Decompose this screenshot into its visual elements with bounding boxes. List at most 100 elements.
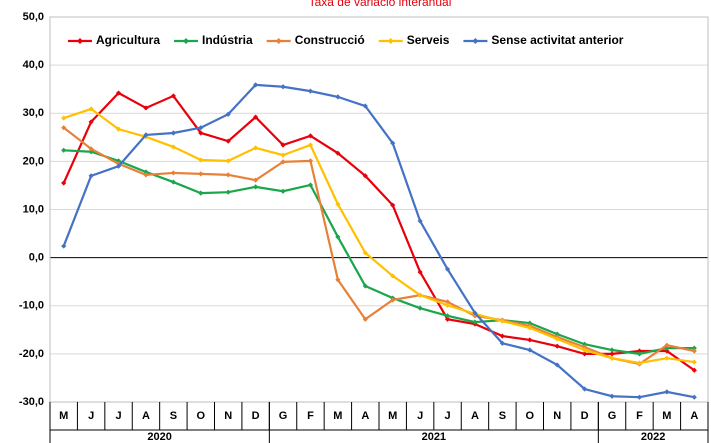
point-marker [472, 310, 478, 316]
series-line [63, 126, 695, 366]
point-marker [362, 283, 368, 289]
legend-marker [387, 38, 394, 44]
point-marker [390, 202, 396, 208]
point-marker [225, 138, 231, 144]
chart-title: Taxa de variació interanual [309, 0, 452, 9]
x-tick-label: A [690, 410, 698, 422]
point-marker [170, 170, 176, 176]
point-marker [554, 362, 560, 368]
legend-marker [275, 38, 282, 44]
x-tick-label: M [388, 410, 397, 422]
y-tick-label: 10,0 [23, 203, 44, 215]
point-marker [582, 386, 588, 392]
point-marker [362, 316, 368, 322]
point-marker [554, 331, 560, 337]
point-marker [636, 394, 643, 400]
point-marker [527, 337, 533, 343]
x-tick-label: D [581, 410, 589, 422]
legend-marker [77, 38, 83, 44]
point-marker [88, 173, 94, 179]
point-marker [444, 299, 451, 305]
point-marker [307, 88, 314, 94]
point-marker [115, 90, 122, 96]
point-marker [609, 355, 615, 361]
x-tick-label: N [553, 410, 561, 422]
y-tick-label: 40,0 [23, 59, 44, 71]
legend-label: Indústria [202, 33, 253, 47]
point-marker [444, 316, 451, 322]
point-marker [390, 140, 396, 146]
point-marker [307, 182, 314, 188]
x-tick-label: M [662, 410, 671, 422]
x-tick-label: A [471, 410, 479, 422]
point-marker [225, 158, 231, 164]
legend-marker [472, 38, 479, 44]
point-marker [225, 172, 231, 178]
x-tick-label: S [170, 410, 177, 422]
point-marker [280, 84, 286, 90]
point-marker [115, 163, 122, 169]
point-marker [170, 130, 176, 136]
x-tick-label: A [361, 410, 369, 422]
point-marker [362, 173, 368, 179]
year-label: 2020 [147, 431, 171, 443]
point-marker [444, 266, 451, 272]
point-marker [691, 345, 697, 351]
point-marker [664, 355, 670, 361]
point-marker [280, 142, 286, 148]
legend-label: Serveis [407, 33, 450, 47]
x-tick-label: A [142, 410, 150, 422]
point-marker [198, 190, 204, 196]
point-marker [61, 125, 67, 131]
point-marker [527, 325, 533, 331]
series-line [63, 149, 695, 355]
point-marker [499, 340, 505, 346]
point-marker [170, 144, 176, 150]
x-tick-label: N [224, 410, 232, 422]
point-marker [335, 277, 341, 283]
point-marker [115, 126, 122, 132]
point-marker [61, 180, 67, 186]
point-marker [88, 146, 94, 152]
point-marker [527, 347, 533, 353]
point-marker [307, 158, 314, 164]
x-tick-label: M [59, 410, 68, 422]
point-marker [198, 171, 204, 177]
point-marker [554, 336, 560, 342]
year-label: 2022 [641, 431, 665, 443]
point-marker [335, 201, 341, 207]
point-marker [691, 367, 697, 373]
point-marker [253, 177, 259, 183]
point-marker [417, 269, 423, 275]
series-line [63, 107, 695, 365]
point-marker [253, 145, 259, 151]
point-marker [664, 345, 670, 351]
year-label: 2021 [422, 431, 446, 443]
x-tick-label: O [197, 410, 206, 422]
point-marker [664, 348, 670, 354]
point-marker [61, 115, 67, 121]
point-marker [362, 250, 368, 256]
point-marker [417, 292, 423, 298]
point-marker [198, 157, 204, 163]
point-marker [88, 119, 94, 125]
point-marker [417, 218, 423, 224]
x-tick-label: F [307, 410, 314, 422]
point-marker [61, 147, 67, 153]
point-marker [225, 111, 231, 117]
point-marker [170, 93, 176, 99]
y-tick-label: 30,0 [23, 107, 44, 119]
point-marker [253, 114, 259, 120]
point-marker [307, 142, 314, 148]
point-marker [472, 319, 478, 325]
point-marker [499, 333, 505, 339]
y-tick-label: -10,0 [19, 300, 44, 312]
point-marker [417, 305, 423, 311]
point-marker [335, 150, 341, 156]
point-marker [280, 188, 286, 194]
series-line [62, 83, 695, 399]
point-marker [88, 149, 94, 155]
point-marker [362, 103, 368, 109]
point-marker [253, 82, 259, 88]
point-marker [143, 172, 149, 178]
